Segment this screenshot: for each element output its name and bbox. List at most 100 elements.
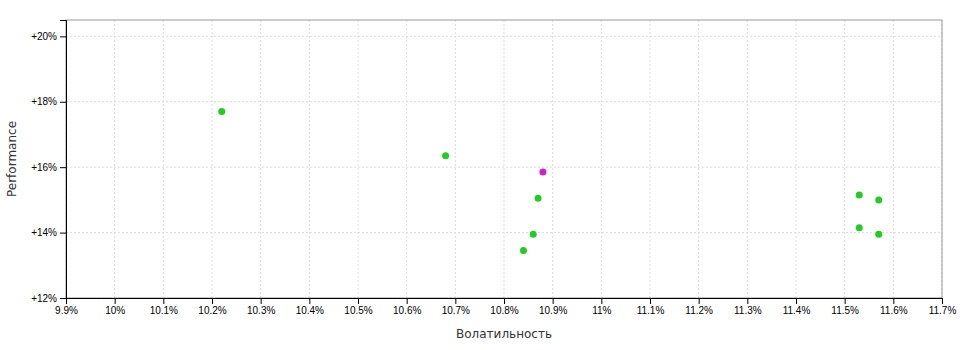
x-tick: 10.2%	[198, 298, 226, 316]
y-grid-line	[66, 101, 942, 102]
x-tick-mark	[358, 298, 359, 304]
x-grid-line	[114, 20, 115, 298]
x-tick: 11.7%	[929, 298, 957, 316]
x-tick-mark	[407, 298, 408, 304]
x-tick: 10.8%	[490, 298, 518, 316]
y-grid-line	[66, 232, 942, 233]
x-grid-line	[601, 20, 602, 298]
x-tick-mark	[309, 298, 310, 304]
point	[218, 108, 225, 115]
x-tick: 11.6%	[880, 298, 908, 316]
x-tick: 9.9%	[55, 298, 78, 316]
x-tick-mark	[212, 298, 213, 304]
point	[856, 191, 863, 198]
x-tick-label: 10.2%	[198, 305, 226, 316]
y-axis-line	[60, 21, 67, 299]
x-axis-title: Волатильность	[456, 327, 552, 341]
x-tick-mark	[601, 298, 602, 304]
x-tick-label: 11.2%	[685, 305, 713, 316]
y-tick: +12%	[31, 293, 66, 304]
x-tick-label: 10.7%	[442, 305, 470, 316]
x-axis: 9.9% 10% 10.1% 10.2% 10.3% 10.4% 10.5% 10.6% 10.…	[55, 298, 956, 316]
x-grid-line	[893, 20, 894, 298]
x-tick-mark	[893, 298, 894, 304]
x-tick: 10.5%	[344, 298, 372, 316]
points	[218, 108, 882, 254]
grid	[66, 20, 942, 298]
x-tick-label: 10%	[105, 305, 125, 316]
x-tick-mark	[115, 298, 116, 304]
plot-frame	[66, 20, 942, 298]
x-grid-line	[650, 20, 651, 298]
x-tick-label: 10.1%	[150, 305, 178, 316]
x-tick-label: 10.4%	[296, 305, 324, 316]
x-tick: 10.6%	[393, 298, 421, 316]
x-grid-line	[796, 20, 797, 298]
x-tick: 10.3%	[247, 298, 275, 316]
x-tick-mark	[699, 298, 700, 304]
x-axis-line	[67, 299, 943, 305]
x-tick: 10.1%	[150, 298, 178, 316]
x-tick-label: 9.9%	[55, 305, 78, 316]
x-tick-mark	[553, 298, 554, 304]
x-tick: 10.9%	[539, 298, 567, 316]
x-tick: 11%	[592, 298, 611, 316]
y-tick: +20%	[31, 31, 66, 42]
x-tick: 10.7%	[442, 298, 470, 316]
y-tick-mark	[60, 298, 66, 299]
x-tick-mark	[455, 298, 456, 304]
point	[875, 196, 882, 203]
x-grid-line	[844, 20, 845, 298]
x-tick: 11.3%	[734, 298, 762, 316]
x-tick-label: 11%	[592, 305, 611, 316]
plot: 9.9% 10% 10.1% 10.2% 10.3% 10.4% 10.5% 10.6% 10.…	[31, 20, 956, 316]
x-tick-mark	[650, 298, 651, 304]
x-grid-line	[747, 20, 748, 298]
point	[530, 231, 537, 238]
x-tick-label: 11.7%	[929, 305, 957, 316]
x-grid-line	[260, 20, 261, 298]
x-grid-line	[163, 20, 164, 298]
x-tick-label: 11.1%	[637, 305, 665, 316]
y-grid-line	[66, 167, 942, 168]
x-grid-line	[698, 20, 699, 298]
x-tick-mark	[163, 298, 164, 304]
x-tick-mark	[845, 298, 846, 304]
x-grid-line	[309, 20, 310, 298]
x-tick-label: 10.9%	[539, 305, 567, 316]
x-tick-mark	[261, 298, 262, 304]
x-grid-line	[358, 20, 359, 298]
y-tick-mark	[60, 36, 66, 37]
y-tick-mark	[60, 167, 66, 168]
point	[520, 247, 527, 254]
x-tick-label: 10.5%	[344, 305, 372, 316]
x-tick: 10%	[105, 298, 125, 316]
y-tick-label: +20%	[31, 31, 57, 42]
x-tick-mark	[504, 298, 505, 304]
x-grid-line	[504, 20, 505, 298]
x-tick-mark	[796, 298, 797, 304]
y-tick: +16%	[31, 162, 66, 173]
x-tick: 10.4%	[296, 298, 324, 316]
point	[535, 195, 542, 202]
y-tick-mark	[60, 102, 66, 103]
x-tick-mark	[942, 298, 943, 304]
x-tick-label: 10.3%	[247, 305, 275, 316]
y-tick-mark	[60, 233, 66, 234]
y-tick-label: +16%	[31, 162, 57, 173]
x-tick: 11.1%	[637, 298, 665, 316]
point	[875, 231, 882, 238]
y-axis: +12% +14% +16% +18% +20%	[31, 21, 66, 304]
x-tick: 11.2%	[685, 298, 713, 316]
x-grid-line	[212, 20, 213, 298]
series	[218, 108, 882, 254]
x-tick-label: 11.5%	[831, 305, 859, 316]
x-tick: 11.5%	[831, 298, 859, 316]
x-grid-line	[552, 20, 553, 298]
point	[442, 152, 449, 159]
y-tick-label: +14%	[31, 227, 57, 238]
x-grid-line	[455, 20, 456, 298]
y-tick-label: +18%	[31, 96, 57, 107]
x-tick: 11.4%	[783, 298, 811, 316]
y-tick: +14%	[31, 227, 66, 238]
